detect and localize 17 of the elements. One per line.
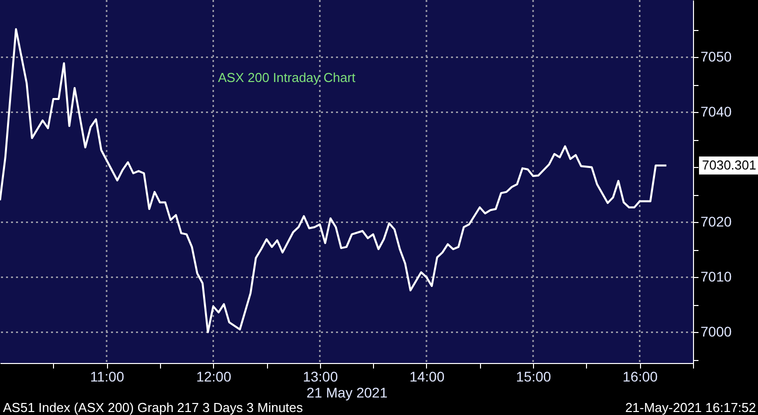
x-tick-label: 11:00 <box>90 368 124 384</box>
y-tick-label: 7050 <box>700 48 732 65</box>
line-series <box>0 28 668 334</box>
text: 7030.301 <box>702 158 756 173</box>
text: ASX 200 Intraday Chart <box>218 70 356 85</box>
y-tick-label: 7020 <box>700 214 732 230</box>
y-tick-label: 7040 <box>700 104 732 120</box>
y-tick-label: 7010 <box>700 268 732 285</box>
text: 21-May-2021 16:17:52 <box>625 400 756 415</box>
x-axis-title: 21 May 2021 <box>306 384 388 400</box>
x-tick-label: 14:00 <box>409 368 445 384</box>
x-tick-label: 16:00 <box>622 368 658 384</box>
x-tick-label: 15:00 <box>516 368 552 384</box>
text: AS51 Index (ASX 200) Graph 217 3 Days 3 Minutes <box>3 400 304 415</box>
x-tick-label: 12:00 <box>196 368 232 384</box>
y-tick-label: 7000 <box>700 324 732 340</box>
x-tick-label: 13:00 <box>302 368 338 384</box>
